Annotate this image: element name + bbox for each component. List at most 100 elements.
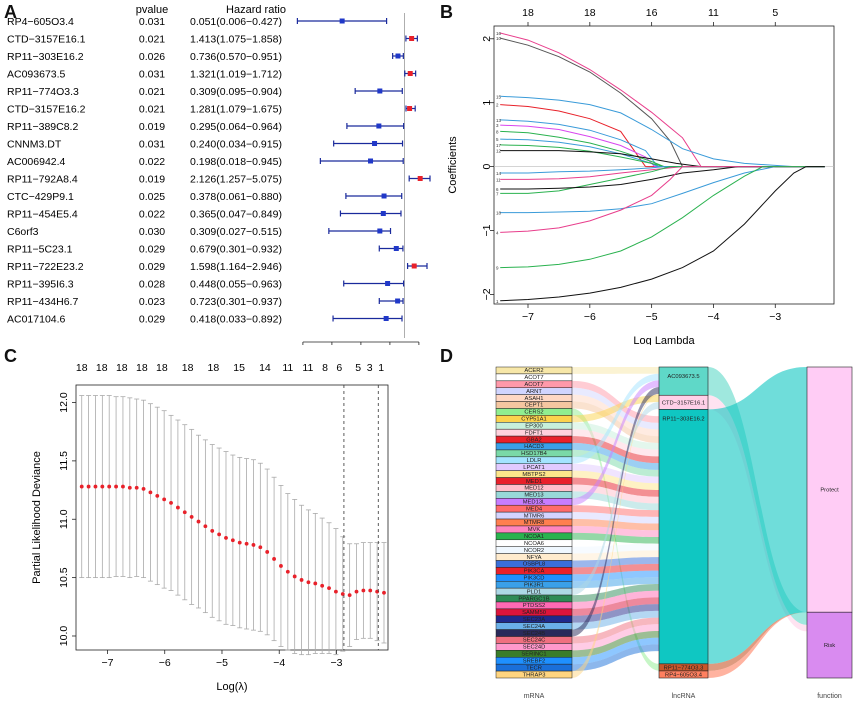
mrna-label: TECR — [526, 665, 542, 671]
gene-label: RP11−5C23.1 — [7, 244, 73, 256]
deviance-point — [361, 588, 366, 593]
mrna-flow — [572, 604, 659, 623]
top-count-label: 6 — [336, 362, 342, 374]
hr-value: 1.598(1.164−2.946) — [190, 261, 282, 273]
coef-series-line — [500, 166, 739, 190]
hr-point — [409, 36, 415, 41]
coef-series-line — [500, 37, 683, 167]
lncrna-label: RP11−774O3.3 — [664, 665, 704, 671]
mrna-label: CYP51A1 — [521, 417, 546, 423]
mrna-flow — [572, 401, 659, 596]
hr-value: 0.198(0.018−0.945) — [190, 156, 282, 168]
deviance-point — [93, 484, 98, 489]
mrna-flow — [572, 519, 659, 531]
gene-label: RP11−454E5.4 — [7, 209, 78, 221]
mrna-flow — [572, 401, 659, 443]
top-tick-label: 11 — [708, 7, 719, 19]
mrna-label: LDLR — [527, 458, 542, 464]
deviance-point — [320, 583, 325, 588]
hr-point — [407, 71, 413, 76]
cv-deviance-plot: −7 −6 −5 −4 −310.010.511.011.512.018 18 18 18 18… — [31, 362, 389, 693]
mrna-flow — [572, 644, 659, 672]
hr-point — [376, 123, 382, 129]
x-axis-title: Log Lambda — [633, 335, 695, 345]
top-count-label: 5 — [355, 362, 361, 374]
pvalue-value: 0.029 — [139, 244, 165, 256]
pvalue-value: 0.031 — [139, 16, 165, 28]
hr-point — [368, 158, 374, 164]
mrna-label: PPARGC1B — [518, 596, 549, 602]
top-count-label: 11 — [282, 362, 293, 374]
hr-value: 0.365(0.047−0.849) — [190, 209, 282, 221]
deviance-point — [292, 574, 297, 579]
lncrna-node — [658, 670, 709, 679]
lncrna-node — [658, 409, 709, 665]
coef-left-label: 16 — [496, 31, 502, 36]
mrna-flow — [572, 373, 659, 464]
hr-point — [381, 193, 387, 199]
hr-value: 0.736(0.570−0.951) — [190, 51, 282, 63]
hr-point — [339, 18, 345, 24]
mrna-flow — [572, 393, 659, 678]
x-axis-title: Log(λ) — [216, 681, 247, 693]
pvalue-value: 0.022 — [139, 156, 165, 168]
y-tick-label: 2 — [481, 36, 493, 42]
pvalue-header: pvalue — [136, 4, 168, 16]
y-tick-label: 10.5 — [58, 567, 70, 588]
deviance-point — [251, 543, 256, 547]
mrna-label: CEPT1 — [525, 403, 544, 409]
mrna-label: EP300 — [525, 423, 542, 429]
deviance-point — [334, 589, 338, 594]
x-tick-label: −4 — [707, 311, 719, 323]
mrna-label: MED13 — [524, 493, 543, 499]
deviance-point — [224, 536, 228, 540]
lncrna-axis-label: lncRNA — [672, 693, 696, 700]
deviance-point — [176, 505, 180, 510]
x-tick-label: −6 — [584, 311, 596, 323]
deviance-point — [114, 484, 118, 489]
deviance-point — [258, 545, 263, 550]
gene-label: RP11−389C8.2 — [7, 121, 78, 133]
lncrna-label: AC093673.5 — [667, 374, 699, 380]
mrna-flow — [572, 610, 659, 630]
deviance-point — [203, 524, 208, 529]
coef-left-label: 4 — [496, 230, 499, 235]
deviance-point — [354, 589, 359, 594]
mrna-label: NCOA6 — [524, 541, 544, 547]
lncrna-label: CTD−3157E16.1 — [662, 400, 705, 406]
hr-value: 0.378(0.061−0.880) — [190, 191, 282, 203]
coef-series-line — [500, 166, 764, 269]
deviance-point — [141, 486, 146, 491]
y-tick-label: 11.5 — [58, 451, 70, 471]
function-axis-label: function — [817, 693, 842, 700]
deviance-point — [272, 557, 276, 561]
x-tick-label: −3 — [330, 657, 342, 669]
deviance-point — [107, 484, 112, 489]
hr-point — [383, 316, 389, 321]
deviance-point — [189, 515, 194, 519]
deviance-point — [382, 590, 386, 595]
gene-label: RP11−774O3.3 — [7, 86, 79, 98]
lncrna-label: RP4−605O3.4 — [665, 672, 703, 678]
coef-series-line — [500, 166, 807, 302]
hr-value: 0.295(0.064−0.964) — [190, 121, 282, 133]
deviance-point — [210, 529, 215, 533]
y-tick-label: 11.0 — [58, 509, 70, 529]
deviance-point — [79, 484, 84, 489]
mrna-label: ACER2 — [524, 368, 543, 374]
mrna-label: NCOA1 — [524, 534, 544, 540]
deviance-point — [299, 578, 304, 582]
gene-label: C6orf3 — [7, 226, 39, 238]
mrna-label: THRAP3 — [523, 672, 546, 678]
deviance-point — [127, 485, 132, 490]
deviance-point — [162, 497, 167, 502]
hazard-ratio-header: Hazard ratio — [226, 4, 286, 16]
mrna-flow — [572, 532, 659, 544]
coef-series-line — [500, 166, 671, 194]
function-label: Protect — [820, 488, 839, 494]
coef-series-line — [500, 166, 665, 174]
coef-left-label: 2 — [496, 103, 499, 108]
pvalue-value: 0.021 — [139, 104, 165, 116]
coef-series-line — [500, 119, 659, 167]
deviance-point — [244, 541, 249, 546]
